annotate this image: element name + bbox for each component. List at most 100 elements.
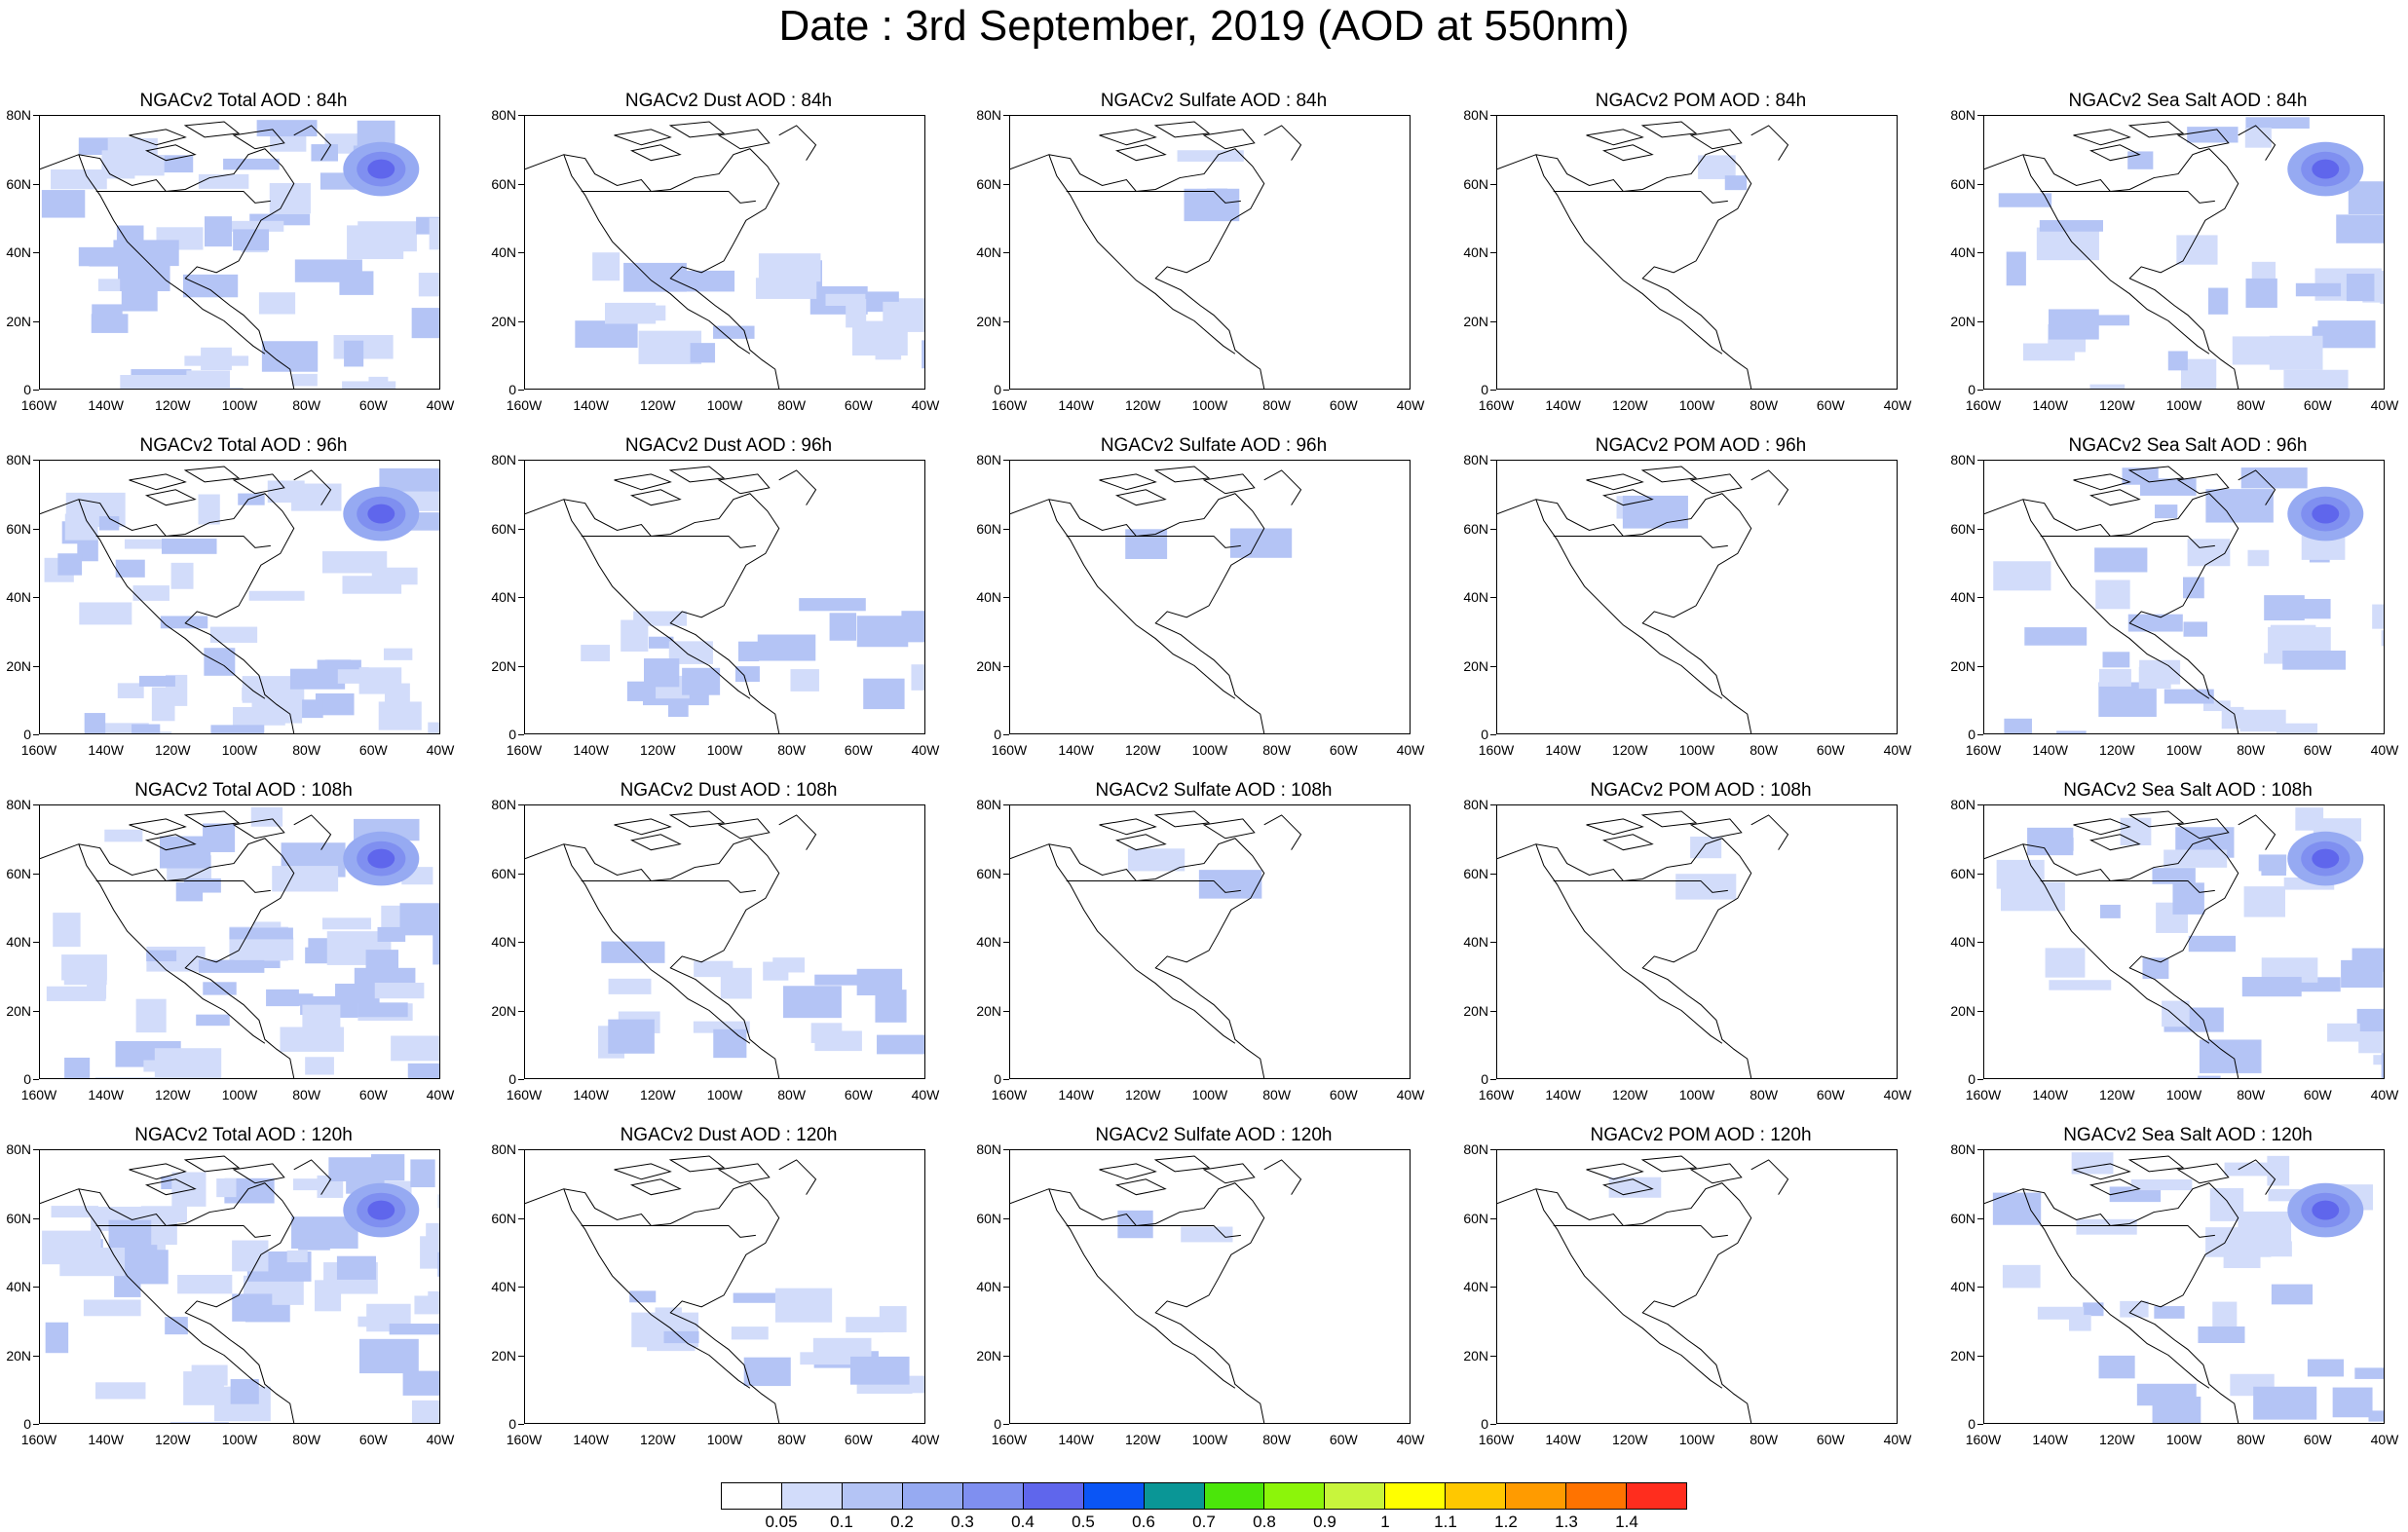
- aod-shade-cell: [410, 1159, 435, 1188]
- latitude-tick-label: 20N: [1457, 658, 1496, 674]
- aod-shade-cell: [575, 320, 638, 348]
- longitude-tick-label: 80W: [2237, 397, 2266, 413]
- aod-shade-cell: [755, 278, 817, 299]
- arctic-island: [2088, 834, 2141, 851]
- map-frame: [524, 460, 925, 734]
- aod-shade-cell: [2354, 1367, 2384, 1379]
- arctic-island: [2073, 818, 2131, 836]
- arctic-island: [2088, 144, 2141, 162]
- longitude-tick-label: 140W: [573, 742, 609, 758]
- longitude-tick-label: 60W: [1329, 742, 1358, 758]
- west-coastline: [1048, 154, 1236, 355]
- arctic-island: [2073, 1163, 2131, 1180]
- aod-shade-cell: [655, 1307, 682, 1321]
- aod-shade-cell: [1127, 848, 1185, 872]
- longitude-tick-label: 140W: [1545, 1432, 1581, 1447]
- aod-shade-cell: [2381, 630, 2384, 647]
- aod-shade-cell: [258, 292, 296, 315]
- arctic-island: [1689, 473, 1743, 495]
- aod-shade-cell: [95, 1382, 146, 1400]
- longitude-tick-label: 120W: [1125, 1432, 1161, 1447]
- arctic-island: [1601, 834, 1654, 851]
- west-coastline: [2022, 843, 2210, 1044]
- us-canada-border: [1553, 879, 1728, 893]
- greenland-coast: [293, 469, 332, 505]
- colorbar-tick-label: 0.6: [1132, 1513, 1155, 1531]
- map-panel-sulfate-row4: NGACv2 Sulfate AOD : 120h 80N 60N 40N 20N 0 16…: [970, 1125, 1457, 1490]
- figure-title: Date : 3rd September, 2019 (AOD at 550nm…: [778, 2, 1630, 50]
- aod-shade-cell: [2083, 1302, 2104, 1317]
- latitude-tick-label: 40N: [970, 1279, 1009, 1294]
- us-canada-border: [95, 190, 271, 204]
- aod-shade-cell: [84, 713, 106, 733]
- aod-shade-cell: [204, 216, 233, 247]
- aod-shade-cell: [2152, 1396, 2201, 1423]
- panel-title: NGACv2 POM AOD : 108h: [1590, 780, 1812, 801]
- arctic-island: [717, 818, 771, 840]
- map-frame: [1983, 460, 2385, 734]
- longitude-tick-label: 60W: [844, 742, 873, 758]
- aod-shade-cell: [2264, 595, 2305, 621]
- latitude-tick-label: 80N: [0, 797, 39, 812]
- longitude-tick-label: 40W: [426, 1087, 455, 1102]
- colorbar-tick-label: 1.1: [1434, 1513, 1457, 1531]
- longitude-tick-label: 120W: [155, 1432, 191, 1447]
- latitude-tick-label: 80N: [970, 797, 1009, 812]
- arctic-island: [232, 818, 285, 840]
- latitude-tick-label: 20N: [970, 1003, 1009, 1019]
- colorbar-swatch: [1627, 1483, 1686, 1509]
- aod-shade-cell: [731, 1326, 769, 1340]
- longitude-tick-label: 100W: [1191, 397, 1228, 413]
- aod-shade-cell: [2163, 849, 2228, 868]
- longitude-tick-label: 140W: [88, 1087, 124, 1102]
- map-panel-pom-row1: NGACv2 POM AOD : 84h 80N 60N 40N 20N 0 160W 140…: [1457, 91, 1944, 456]
- aod-shade-cell: [138, 675, 175, 687]
- aod-shade-cell: [621, 619, 649, 652]
- aod-field-map: [1010, 810, 1302, 1078]
- greenland-coast: [778, 469, 817, 505]
- latitude-tick-label: 40N: [970, 244, 1009, 260]
- aod-shade-cell: [2127, 151, 2154, 169]
- aod-shade-cell: [151, 687, 175, 722]
- longitude-tick-label: 40W: [1883, 1432, 1912, 1447]
- aod-shade-cell: [97, 279, 121, 292]
- aod-shade-cell: [2346, 274, 2375, 302]
- longitude-tick-label: 160W: [1478, 397, 1515, 413]
- latitude-tick-label: 0: [485, 727, 524, 742]
- greenland-coast: [778, 814, 817, 850]
- latitude-tick-label: 40N: [1457, 1279, 1496, 1294]
- longitude-tick-label: 140W: [88, 742, 124, 758]
- aod-shade-cell: [383, 648, 413, 660]
- aod-shade-cell: [115, 559, 145, 578]
- longitude-tick-label: 160W: [991, 1087, 1028, 1102]
- aod-shade-cell: [2253, 1386, 2317, 1420]
- aod-field-map: [1010, 121, 1302, 389]
- arctic-island: [1586, 129, 1644, 146]
- arctic-island: [144, 834, 197, 851]
- aod-shade-cell: [844, 291, 899, 302]
- aod-shade-cell: [2163, 689, 2214, 704]
- aod-field-map: [1497, 121, 1789, 389]
- greenland-coast: [778, 1159, 817, 1195]
- aod-shade-cell: [2224, 1162, 2279, 1177]
- latitude-tick-label: 60N: [970, 521, 1009, 537]
- aod-shade-cell: [624, 305, 666, 321]
- arctic-island: [2176, 129, 2230, 150]
- aod-shade-cell: [51, 169, 107, 190]
- colorbar-swatch: [1023, 1483, 1084, 1509]
- latitude-tick-label: 20N: [0, 314, 39, 329]
- aod-shade-cell: [298, 1239, 330, 1251]
- longitude-tick-label: 120W: [640, 1432, 676, 1447]
- arctic-island: [629, 489, 682, 506]
- latitude-tick-label: 20N: [485, 1003, 524, 1019]
- arctic-island: [129, 818, 187, 836]
- colorbar-tick-label: 1: [1380, 1513, 1390, 1531]
- colorbar-swatch: [1506, 1483, 1567, 1509]
- greenland-coast: [2238, 1159, 2276, 1195]
- aod-shade-cell: [2283, 369, 2349, 389]
- longitude-tick-label: 100W: [1678, 397, 1715, 413]
- aod-shade-cell: [2269, 335, 2323, 370]
- aod-shade-cell: [407, 1063, 439, 1078]
- aod-shade-cell: [2348, 181, 2384, 214]
- longitude-tick-label: 80W: [1750, 1432, 1779, 1447]
